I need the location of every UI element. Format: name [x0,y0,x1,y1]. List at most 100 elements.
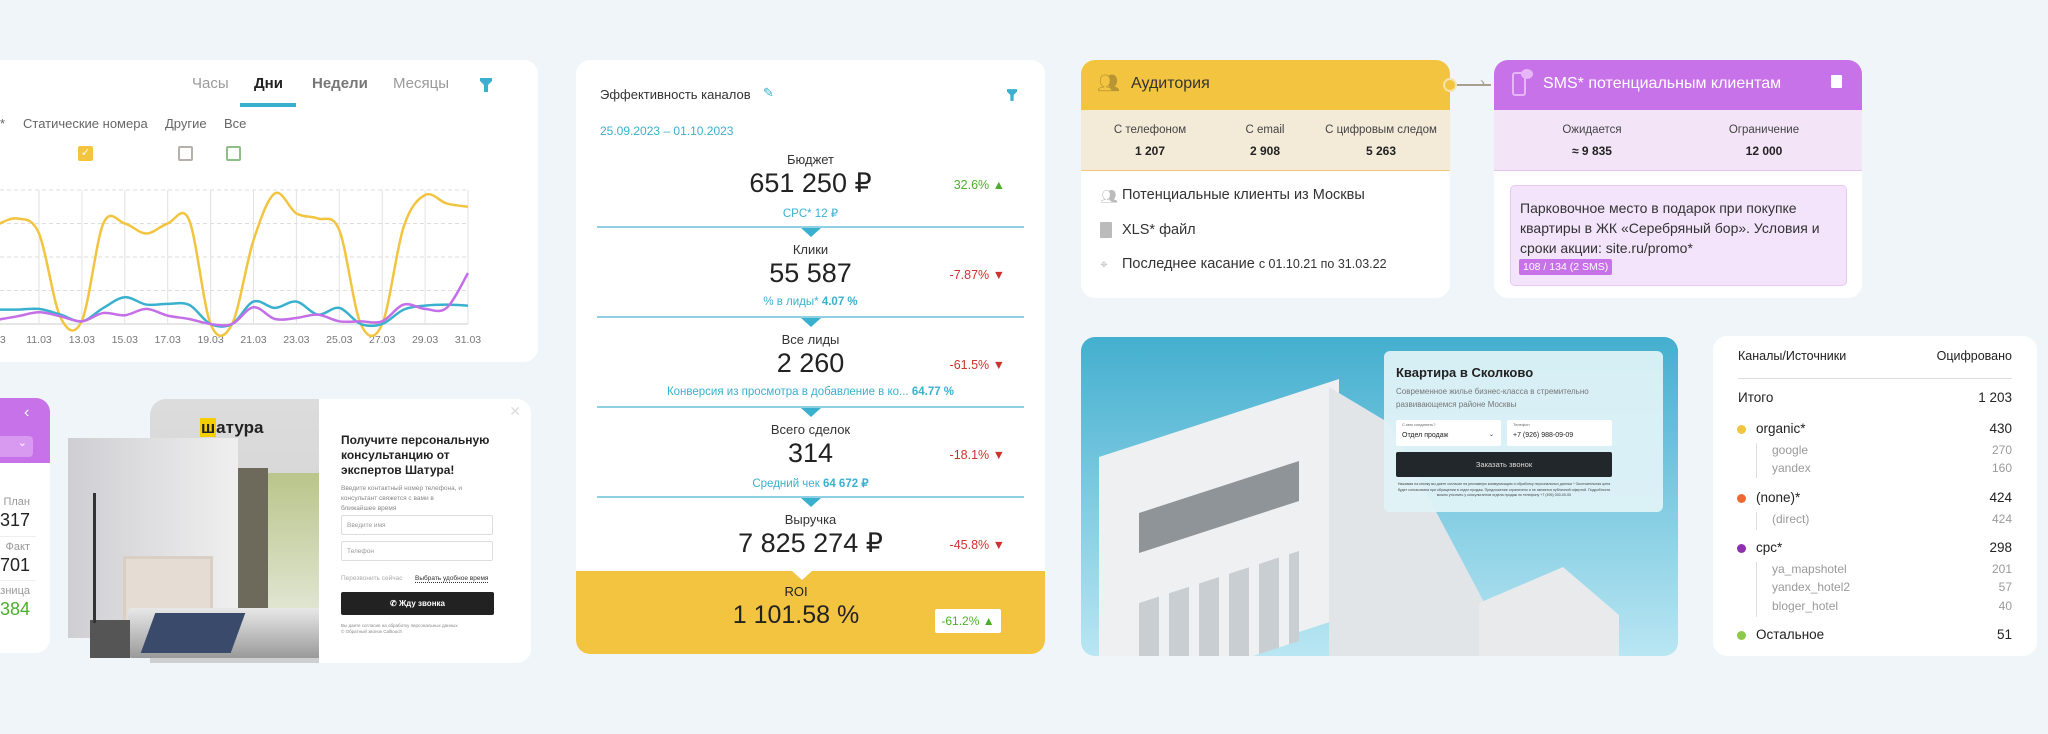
column-header: Каналы/Источники [1738,349,1847,363]
sms-message-text: Парковочное место в подарок при покупке … [1520,200,1820,256]
x-tick-label: 15.03 [112,334,138,346]
tab-months[interactable]: Месяцы [393,75,450,92]
stage-sub: % в лиды* 4.07 % [763,296,858,308]
phone-input[interactable]: Телефон [341,541,493,561]
funnel-stage-deals: Всего сделок 314 -18.1% ▼ Средний чек 64… [576,420,1045,510]
funnel-separator [597,316,1024,318]
stage-sub: Конверсия из просмотра в добавление в ко… [666,386,955,398]
stage-change: -18.1% ▼ [949,448,1005,462]
total-row: Итого 1 203 [1738,390,2012,405]
order-call-button[interactable]: Заказать звонок [1396,452,1612,477]
tree-line [1756,562,1757,617]
funnel-stage-revenue: Выручка 7 825 274 ₽ -45.8% ▼ [576,510,1045,570]
series-line-3 [0,272,470,327]
stage-change: -61.5% ▼ [949,358,1005,372]
color-dot-icon [1737,544,1746,553]
tab-weeks[interactable]: Недели [312,75,368,92]
checkbox-all[interactable] [226,146,241,161]
department-select[interactable]: С кем соединить? Отдел продаж ⌄ [1396,420,1501,446]
cursor-click-icon: ⌖ [1100,256,1108,272]
skolkovo-card: Квартира в Сколково Современное жилье би… [1081,337,1678,656]
connector-line [1457,84,1491,86]
sms-card: SMS* потенциальным клиентам Ожидается ≈ … [1494,60,1862,298]
channel-efficiency-card: Эффективность каналов ✎ 25.09.2023 – 01.… [576,60,1045,654]
stat-value: 2 908 [1249,144,1281,158]
tab-hours[interactable]: Часы [192,75,229,92]
phone-value: +7 (926) 988-09-09 [1513,432,1574,439]
audience-title: Аудитория [1131,75,1210,92]
phone-label: Телефон [1513,422,1530,427]
line-chart: 11.03 13.03 15.03 17.03 19.03 21.03 23.03 25.03… [0,189,481,346]
funnel-arrow-icon [801,498,821,507]
funnel-arrow-icon [801,228,821,237]
sms-phone-icon [1512,72,1526,96]
audience-header: 👥︎ Аудитория [1081,60,1450,110]
back-icon[interactable]: ‹ [24,404,30,421]
stage-label: Бюджет [786,152,835,167]
skolkovo-legal: Нажимая на кнопку вы даете согласие на р… [1397,482,1611,498]
stage-change: -7.87% ▼ [949,268,1005,282]
sms-counter-badge: 108 / 134 (2 SMS) [1519,259,1613,275]
sms-message-box[interactable]: Парковочное место в подарок при покупке … [1510,185,1847,286]
x-tick-label-partial: 03 [0,334,6,346]
x-tick-label: 11.03 [26,334,52,346]
audience-file[interactable]: XLS* файл [1122,222,1196,238]
users-icon: 👥︎ [1100,188,1118,204]
connector-dot [1443,78,1457,92]
name-input[interactable]: Введите имя [341,515,493,535]
stat-label: С телефоном [1113,124,1187,136]
skolkovo-subtitle: Современное жилье бизнес-класса в стреми… [1396,387,1589,409]
stat-value: 1 207 [1134,144,1166,158]
period-select[interactable]: ⌄ [0,436,33,457]
stat-label: С цифровым следом [1325,124,1437,136]
color-dot-icon [1737,631,1746,640]
plan-label: План [3,496,30,508]
stage-sub: Средний чек 64 672 ₽ [752,478,869,490]
legend-static-numbers: Статические номера [23,116,148,131]
stage-value: 2 260 [776,348,845,378]
phone-field[interactable]: Телефон +7 (926) 988-09-09 [1507,420,1612,446]
audience-last-touch: Последнее касание с 01.10.21 по 31.03.22 [1122,256,1387,272]
edit-icon[interactable]: ✎ [763,85,774,100]
stat-label: С email [1245,124,1285,136]
skolkovo-form: Квартира в Сколково Современное жилье би… [1384,351,1663,512]
stage-value: 314 [787,438,834,468]
filter-icon[interactable] [480,78,492,92]
x-tick-label: 31.03 [455,334,481,346]
roi-change-badge: -61.2% ▲ [935,609,1001,633]
wait-call-button[interactable]: ✆ Жду звонка [341,592,494,615]
trash-icon[interactable] [1831,75,1842,88]
close-icon[interactable]: ✕ [509,403,521,419]
shatura-form: ✕ Получите персональную консультанцию от… [319,399,531,663]
funnel-title: Эффективность каналов [600,87,751,102]
checkbox-static-numbers[interactable]: ✓ [78,146,93,161]
filter-icon[interactable] [1007,89,1017,101]
stage-label: Выручка [784,512,837,527]
audience-stats: С телефоном 1 207 С email 2 908 С цифров… [1081,110,1450,171]
color-dot-icon [1737,425,1746,434]
audience-card: 👥︎ Аудитория С телефоном 1 207 С email 2… [1081,60,1450,298]
xls-file-icon [1100,222,1112,238]
shatura-title: Получите персональную консультанцию от э… [341,433,490,477]
audience-segment[interactable]: Потенциальные клиенты из Москвы [1122,187,1365,203]
plan-fact-card: ‹ ⌄ План 317 Факт 701 азница +384 [0,398,50,653]
funnel-separator [597,496,1024,498]
stage-change: -45.8% ▼ [949,538,1005,552]
stat-label: Ограничение [1728,124,1800,136]
tree-line [1756,512,1757,530]
x-tick-label: 27.03 [369,334,395,346]
chat-bubble-icon [1521,69,1533,79]
date-range[interactable]: 25.09.2023 – 01.10.2023 [600,124,734,138]
legend-partial: * [0,116,6,131]
call-now-link[interactable]: Перезвонить сейчас [341,575,403,582]
tab-days[interactable]: Дни [254,75,283,92]
color-dot-icon [1737,494,1746,503]
checkbox-other[interactable] [178,146,193,161]
choose-time-link[interactable]: Выбрать удобное время [415,575,489,583]
roi-value: 1 101.58 % [732,601,860,629]
stage-value: 7 825 274 ₽ [738,528,883,558]
table-header: Каналы/Источники Оцифровано [1738,349,2012,363]
select-value: Отдел продаж [1402,432,1449,439]
x-tick-label: 23.03 [283,334,309,346]
users-icon: 👥︎ [1097,73,1120,93]
